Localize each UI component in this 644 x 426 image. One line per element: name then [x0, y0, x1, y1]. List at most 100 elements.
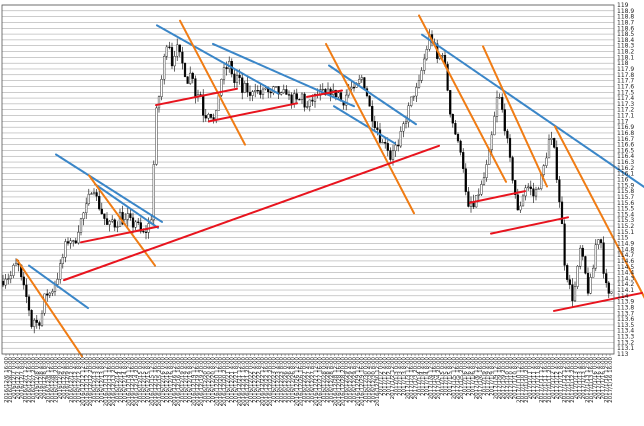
x-tick-label: 2017/1/13 4:00	[577, 357, 583, 400]
candle-body	[373, 121, 376, 129]
y-tick-label: 115.3	[617, 217, 634, 224]
x-tick-label: 2017/1/9 20:00	[501, 357, 507, 400]
trendline	[55, 153, 163, 223]
y-tick-label: 116.2	[617, 165, 634, 172]
y-tick-label: 114.6	[617, 258, 634, 265]
candle-body	[410, 96, 413, 106]
x-tick-label: 2017/1/11 16:00	[543, 357, 549, 403]
candle-body	[482, 177, 486, 185]
candle-body	[550, 138, 553, 140]
y-tick-label: 117.4	[617, 95, 634, 102]
candle-body	[100, 208, 103, 215]
x-tick-label: 2016/12/22 16:00	[264, 357, 270, 407]
y-axis: 119118.9118.8118.7118.6118.5118.4118.311…	[617, 2, 634, 358]
x-tick-label: 2017/1/11 12:00	[539, 357, 545, 403]
candle-body	[165, 46, 168, 57]
candle-body	[537, 188, 540, 190]
candle-body	[581, 247, 584, 257]
candle-body	[456, 134, 460, 142]
candle-body	[95, 192, 98, 197]
candle-body	[116, 226, 119, 228]
y-tick-label: 117.5	[617, 89, 634, 96]
candle-body	[183, 63, 187, 77]
x-tick-label: 2016/12/7 4:00	[15, 357, 21, 400]
x-tick-label: 2016/12/6 20:00	[8, 357, 14, 403]
candle-body	[599, 239, 603, 243]
candle-body	[241, 77, 244, 93]
candle-body	[464, 168, 467, 192]
candle-body	[280, 92, 283, 95]
candle-body	[69, 240, 72, 244]
y-tick-label: 113.5	[617, 322, 634, 329]
x-tick-label: 2017/1/6 4:00	[467, 357, 473, 396]
candle-body	[33, 319, 36, 327]
x-tick-label: 2016/12/12 16:00	[84, 357, 90, 407]
x-tick-label: 2016/12/23 8:00	[279, 357, 285, 403]
candle-body	[407, 105, 410, 123]
candle-body	[35, 319, 38, 323]
x-tick-label: 2016/12/7 16:00	[27, 357, 33, 403]
y-tick-label: 114.3	[617, 275, 634, 282]
candle-body	[113, 219, 116, 228]
x-tick-label: 2016/12/27 0:00	[302, 357, 308, 403]
candle-body	[462, 152, 465, 169]
x-tick-label: 2016/12/7 20:00	[31, 357, 37, 403]
candle-body	[251, 91, 254, 96]
candle-body	[454, 123, 457, 135]
candle-body	[584, 256, 587, 274]
candle-body	[51, 291, 54, 294]
y-tick-label: 117.2	[617, 107, 634, 114]
candle-body	[22, 276, 25, 286]
x-tick-label: 2017/1/13 12:00	[585, 357, 591, 403]
y-tick-label: 118.2	[617, 49, 634, 56]
candle-body	[121, 211, 124, 225]
candle-body	[176, 44, 179, 57]
x-tick-label: 2016/12/9 0:00	[58, 357, 64, 400]
candle-body	[381, 142, 384, 144]
x-tick-label: 2016/12/14 0:00	[115, 357, 121, 403]
x-tick-label: 2016/12/19 20:00	[199, 357, 205, 407]
x-tick-label: 2016/12/9 4:00	[61, 357, 67, 400]
candle-body	[386, 143, 389, 151]
x-tick-label: 2016/12/15 16:00	[153, 357, 159, 407]
candle-body	[98, 195, 101, 210]
candle-body	[293, 93, 296, 104]
candle-body	[38, 322, 41, 326]
candle-body	[376, 127, 379, 130]
x-tick-label: 2017/1/10 16:00	[520, 357, 526, 403]
candle-body	[360, 77, 363, 80]
y-tick-label: 117	[617, 118, 629, 125]
candle-body	[27, 296, 31, 311]
candle-body	[186, 76, 189, 84]
candle-body	[469, 201, 473, 207]
candle-body	[391, 150, 395, 160]
candle-body	[511, 157, 514, 181]
candle-body	[371, 105, 374, 122]
candle-body	[129, 213, 132, 218]
trendline	[63, 144, 440, 282]
x-tick-label: 2016/12/13 16:00	[107, 357, 113, 407]
candle-body	[527, 186, 530, 189]
trendline	[94, 183, 159, 229]
candle-body	[308, 99, 311, 107]
candle-body	[56, 279, 59, 285]
x-tick-label: 2016/12/13 20:00	[111, 357, 117, 407]
x-tick-label: 2017/1/16 16:00	[608, 357, 614, 403]
candle-body	[235, 75, 239, 83]
x-tick-label: 2016/12/21 4:00	[230, 357, 236, 403]
candle-body	[508, 137, 512, 158]
y-tick-label: 118.5	[617, 31, 634, 38]
candle-body	[222, 67, 226, 80]
x-tick-label: 2017/1/4 8:00	[425, 357, 431, 396]
trendline	[306, 89, 343, 98]
x-tick-label: 2016/12/28 4:00	[325, 357, 331, 403]
x-tick-label: 2016/12/14 16:00	[130, 357, 136, 407]
candle-body	[248, 91, 252, 96]
candle-body	[74, 240, 77, 244]
candle-body	[181, 51, 184, 64]
x-tick-label: 2016/12/19 16:00	[195, 357, 201, 407]
candle-body	[126, 213, 129, 220]
candle-body	[144, 231, 148, 233]
x-tick-label: 2017/1/9 4:00	[486, 357, 492, 396]
x-tick-label: 2017/1/3 16:00	[409, 357, 415, 400]
